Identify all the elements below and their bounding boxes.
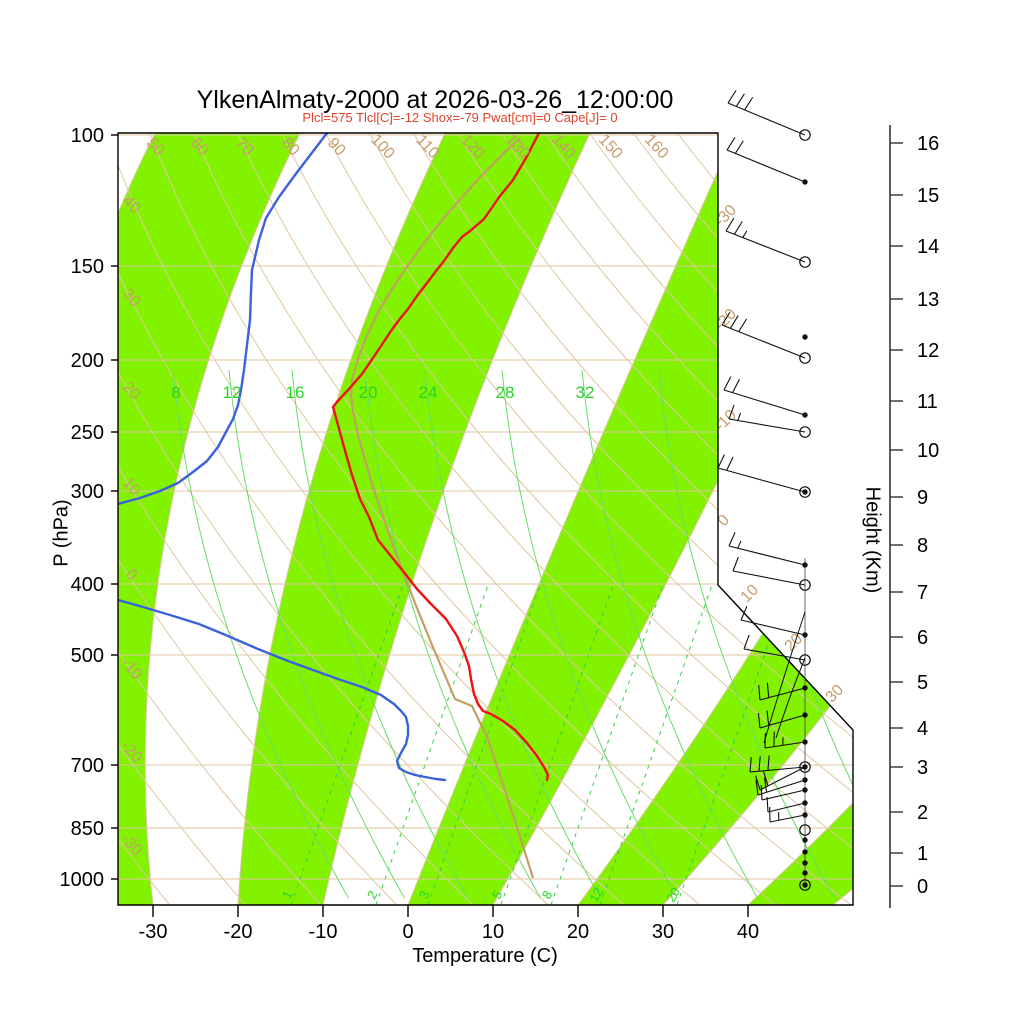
wind-level-dot — [802, 632, 808, 638]
svg-text:150: 150 — [71, 256, 104, 278]
svg-text:40: 40 — [737, 921, 759, 943]
axes — [111, 125, 903, 917]
dewpoint-curve-lower — [118, 598, 447, 782]
wind-level-dot — [802, 870, 808, 876]
svg-text:700: 700 — [71, 755, 104, 777]
svg-text:6: 6 — [917, 627, 928, 649]
y-axis-title: P (hPa) — [50, 499, 73, 567]
svg-text:28: 28 — [496, 383, 515, 402]
wind-level-dot — [802, 179, 808, 185]
svg-text:90: 90 — [324, 135, 349, 160]
wind-level-circle — [799, 761, 811, 773]
svg-text:14: 14 — [917, 236, 939, 258]
svg-text:16: 16 — [917, 133, 939, 155]
wind-level-dot — [802, 787, 808, 793]
svg-text:10: 10 — [738, 581, 763, 606]
wind-level-dot — [802, 685, 808, 691]
svg-text:0: 0 — [402, 921, 413, 943]
plot-border — [117, 132, 854, 906]
wind-level-circle — [799, 426, 811, 438]
svg-text:-20: -20 — [224, 921, 253, 943]
svg-text:500: 500 — [71, 645, 104, 667]
svg-text:7: 7 — [917, 582, 928, 604]
wind-level-dot — [802, 712, 808, 718]
svg-text:850: 850 — [71, 818, 104, 840]
wind-level-circle — [799, 486, 811, 498]
svg-text:20: 20 — [359, 383, 378, 402]
wind-level-circle — [799, 579, 811, 591]
wind-level-dot — [802, 860, 808, 866]
wind-level-dot — [802, 882, 808, 888]
wind-level-dot — [802, 334, 808, 340]
dewpoint-curve-upper — [118, 133, 329, 506]
svg-text:4: 4 — [917, 718, 928, 740]
svg-text:32: 32 — [576, 383, 595, 402]
wind-level-circle — [799, 352, 811, 364]
wind-level-dot — [802, 849, 808, 855]
wind-level-dot — [802, 812, 808, 818]
svg-text:13: 13 — [917, 289, 939, 311]
svg-text:160: 160 — [641, 131, 672, 162]
svg-text:24: 24 — [419, 383, 438, 402]
wind-level-dot — [802, 777, 808, 783]
svg-text:1: 1 — [917, 843, 928, 865]
page-title: YlkenAlmaty-2000 at 2026-03-26_12:00:00 — [196, 86, 674, 114]
svg-text:200: 200 — [71, 350, 104, 372]
wind-level-dot — [802, 837, 808, 843]
svg-text:16: 16 — [286, 383, 305, 402]
sounding-stats: Plcl=575 Tlcl[C]=-12 Shox=-79 Pwat[cm]=0… — [302, 110, 618, 125]
svg-text:-30: -30 — [139, 921, 168, 943]
svg-text:15: 15 — [917, 185, 939, 207]
svg-text:-10: -10 — [309, 921, 338, 943]
svg-text:150: 150 — [595, 131, 626, 162]
wind-barbs — [717, 90, 811, 891]
svg-text:100: 100 — [71, 125, 104, 147]
wind-level-circle — [799, 879, 811, 891]
parcel-curve — [349, 137, 535, 879]
wind-level-dot — [802, 800, 808, 806]
wind-level-circle — [799, 129, 811, 141]
svg-text:12: 12 — [223, 383, 242, 402]
wind-level-dot — [802, 412, 808, 418]
svg-text:2: 2 — [917, 802, 928, 824]
svg-text:10: 10 — [482, 921, 504, 943]
x-axis-title: Temperature (C) — [412, 945, 558, 967]
sounding-curves — [118, 133, 550, 879]
svg-text:2: 2 — [364, 888, 381, 902]
svg-text:20: 20 — [663, 885, 683, 905]
svg-text:12: 12 — [917, 340, 939, 362]
svg-text:20: 20 — [567, 921, 589, 943]
wind-level-circle — [799, 654, 811, 666]
wind-level-circle — [799, 256, 811, 268]
svg-text:3: 3 — [917, 757, 928, 779]
svg-text:8: 8 — [171, 383, 180, 402]
svg-text:250: 250 — [71, 422, 104, 444]
svg-text:11: 11 — [917, 391, 938, 413]
svg-text:8: 8 — [539, 888, 556, 902]
svg-text:10: 10 — [917, 440, 939, 462]
svg-text:8: 8 — [917, 535, 928, 557]
wind-level-dot — [802, 489, 808, 495]
wind-level-dot — [802, 562, 808, 568]
wind-level-dot — [802, 739, 808, 745]
svg-text:9: 9 — [917, 487, 928, 509]
svg-text:400: 400 — [71, 574, 104, 596]
svg-text:12: 12 — [586, 885, 606, 905]
svg-text:300: 300 — [71, 481, 104, 503]
svg-text:30: 30 — [652, 921, 674, 943]
svg-text:1000: 1000 — [60, 869, 105, 891]
height-axis-title: Height (Km) — [861, 486, 884, 594]
temperature-curve — [331, 133, 550, 782]
wind-level-dot — [802, 764, 808, 770]
svg-text:5: 5 — [917, 672, 928, 694]
svg-text:0: 0 — [917, 876, 928, 898]
wind-level-circle — [799, 824, 811, 836]
